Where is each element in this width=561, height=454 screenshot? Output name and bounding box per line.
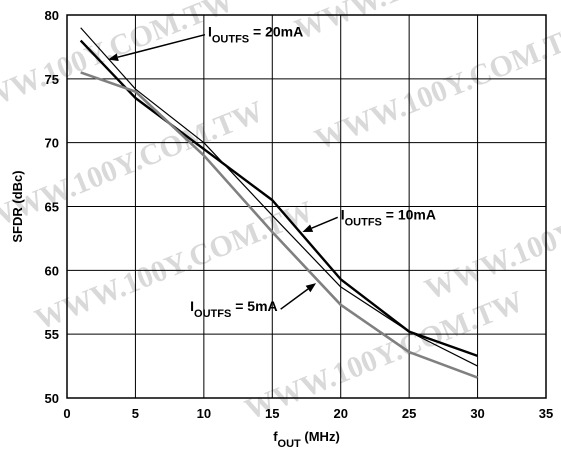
- watermark-text: WWW.100Y.COM.TW: [240, 285, 528, 427]
- y-tick-labels: 50 55 60 65 70 75 80: [45, 8, 59, 406]
- x-tick-label: 35: [539, 406, 553, 421]
- x-axis-title-sub: OUT: [278, 438, 302, 450]
- annotation-label-10ma: IOUTFS = 10mA: [341, 206, 436, 228]
- y-axis-title: SFDR (dBc): [10, 170, 25, 242]
- y-tick-label: 65: [45, 200, 59, 215]
- watermark-text: WWW.100Y.COM.TW: [420, 165, 561, 307]
- annotation-sub: OUTFS: [194, 308, 231, 320]
- watermark-text: WWW.100Y.COM.TW: [30, 195, 318, 337]
- annotation-arrow-5ma: [280, 288, 309, 310]
- annotation-main: I: [190, 298, 194, 314]
- x-tick-label: 20: [333, 406, 347, 421]
- annotation-rest: = 5mA: [231, 298, 277, 314]
- plot-frame: [66, 14, 547, 399]
- y-tick-label: 70: [45, 136, 59, 151]
- annotation-sub: OUTFS: [345, 216, 382, 228]
- annotation-arrow-10ma: [311, 216, 339, 229]
- watermark-text: WWW.100Y.COM.TW: [290, 0, 561, 46]
- series-line-5ma: [80, 71, 479, 379]
- annotation-arrowhead-10ma: [302, 224, 314, 233]
- y-tick-label: 60: [45, 263, 59, 278]
- annotation-sub: OUTFS: [212, 34, 249, 46]
- x-tick-label: 15: [265, 406, 279, 421]
- watermark: WWW.100Y.COM.TWWWW.100Y.COM.TWWWW.100Y.C…: [0, 0, 561, 426]
- series-line-10ma: [79, 39, 478, 358]
- x-tick-label: 0: [63, 406, 70, 421]
- x-axis-title-rest: (MHz): [301, 429, 340, 444]
- annotation-arrowhead-5ma: [305, 283, 317, 293]
- x-tick-label: 30: [470, 406, 484, 421]
- x-tick-label: 5: [132, 406, 139, 421]
- watermark-text: WWW.100Y.COM.TW: [0, 0, 238, 126]
- series-lines: [79, 27, 479, 379]
- annotation-rest: = 10mA: [382, 206, 436, 222]
- y-tick-label: 50: [45, 391, 59, 406]
- annotation-main: I: [208, 24, 212, 40]
- x-tick-label: 25: [402, 406, 416, 421]
- y-tick-label: 80: [45, 8, 59, 23]
- x-tick-labels: 0 5 10 15 20 25 30 35: [63, 406, 553, 421]
- watermark-text: WWW.100Y.COM.TW: [310, 15, 561, 157]
- y-tick-label: 55: [45, 327, 59, 342]
- x-axis-title-main: f: [273, 429, 278, 444]
- x-tick-label: 10: [197, 406, 211, 421]
- x-axis-title: fOUT (MHz): [273, 429, 340, 450]
- annotation-arrow-20ma: [117, 33, 206, 58]
- y-tick-label: 75: [45, 72, 59, 87]
- annotation-label-5ma: IOUTFS = 5mA: [190, 298, 277, 320]
- grid: [67, 15, 546, 398]
- annotation-rest: = 20mA: [249, 24, 303, 40]
- annotation-label-20ma: IOUTFS = 20mA: [208, 24, 303, 46]
- annotation-arrowhead-20ma: [108, 53, 119, 62]
- annotation-main: I: [341, 206, 345, 222]
